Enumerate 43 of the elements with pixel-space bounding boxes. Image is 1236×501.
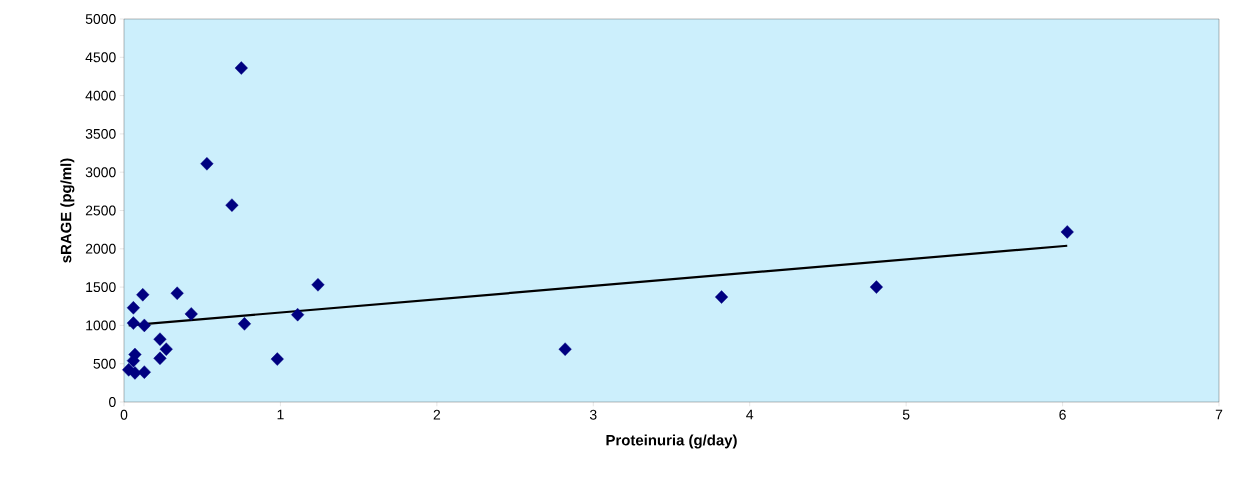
point — [291, 307, 305, 322]
y-tick-label: 4500 — [85, 52, 116, 63]
point — [137, 365, 151, 379]
point — [237, 317, 251, 331]
point — [311, 278, 325, 292]
y-tick-label: 5000 — [85, 14, 116, 24]
point — [126, 301, 140, 315]
y-tick-label: 500 — [93, 358, 116, 369]
point — [153, 332, 167, 346]
x-tick-label: 6 — [1059, 409, 1066, 420]
y-tick-label: 4000 — [85, 90, 116, 101]
point — [184, 307, 198, 321]
y-tick-label: 3500 — [85, 128, 116, 139]
point — [153, 351, 167, 366]
y-tick-label: 2000 — [85, 243, 116, 254]
point — [126, 316, 140, 330]
x-tick-label: 3 — [589, 409, 597, 420]
point — [136, 288, 150, 302]
x-tick-label: 7 — [1215, 409, 1223, 420]
x-tick-label: 0 — [120, 409, 128, 420]
point — [137, 318, 151, 333]
point — [270, 352, 284, 366]
y-tick-label: 1000 — [86, 320, 116, 331]
point — [715, 290, 729, 304]
point — [170, 286, 184, 300]
y-tick-label: 0 — [109, 397, 116, 407]
point — [869, 280, 883, 294]
point — [200, 157, 214, 171]
y-tick-label: 2500 — [85, 205, 116, 216]
point — [159, 342, 173, 356]
x-tick-label: 4 — [746, 409, 754, 420]
x-tick-label: 1 — [277, 409, 284, 420]
y-axis-title: sRAGE (pg/ml) — [60, 158, 75, 263]
y-tick-label: 3000 — [85, 167, 116, 178]
point — [558, 342, 572, 356]
point — [225, 198, 239, 212]
point — [234, 61, 248, 75]
x-tick-label: 2 — [433, 409, 441, 420]
y-tick-label: 1500 — [86, 282, 116, 293]
x-tick-label: 5 — [902, 409, 910, 420]
point — [1060, 225, 1074, 239]
point — [128, 366, 142, 380]
x-axis-title: Proteinuria (g/day) — [606, 434, 737, 449]
